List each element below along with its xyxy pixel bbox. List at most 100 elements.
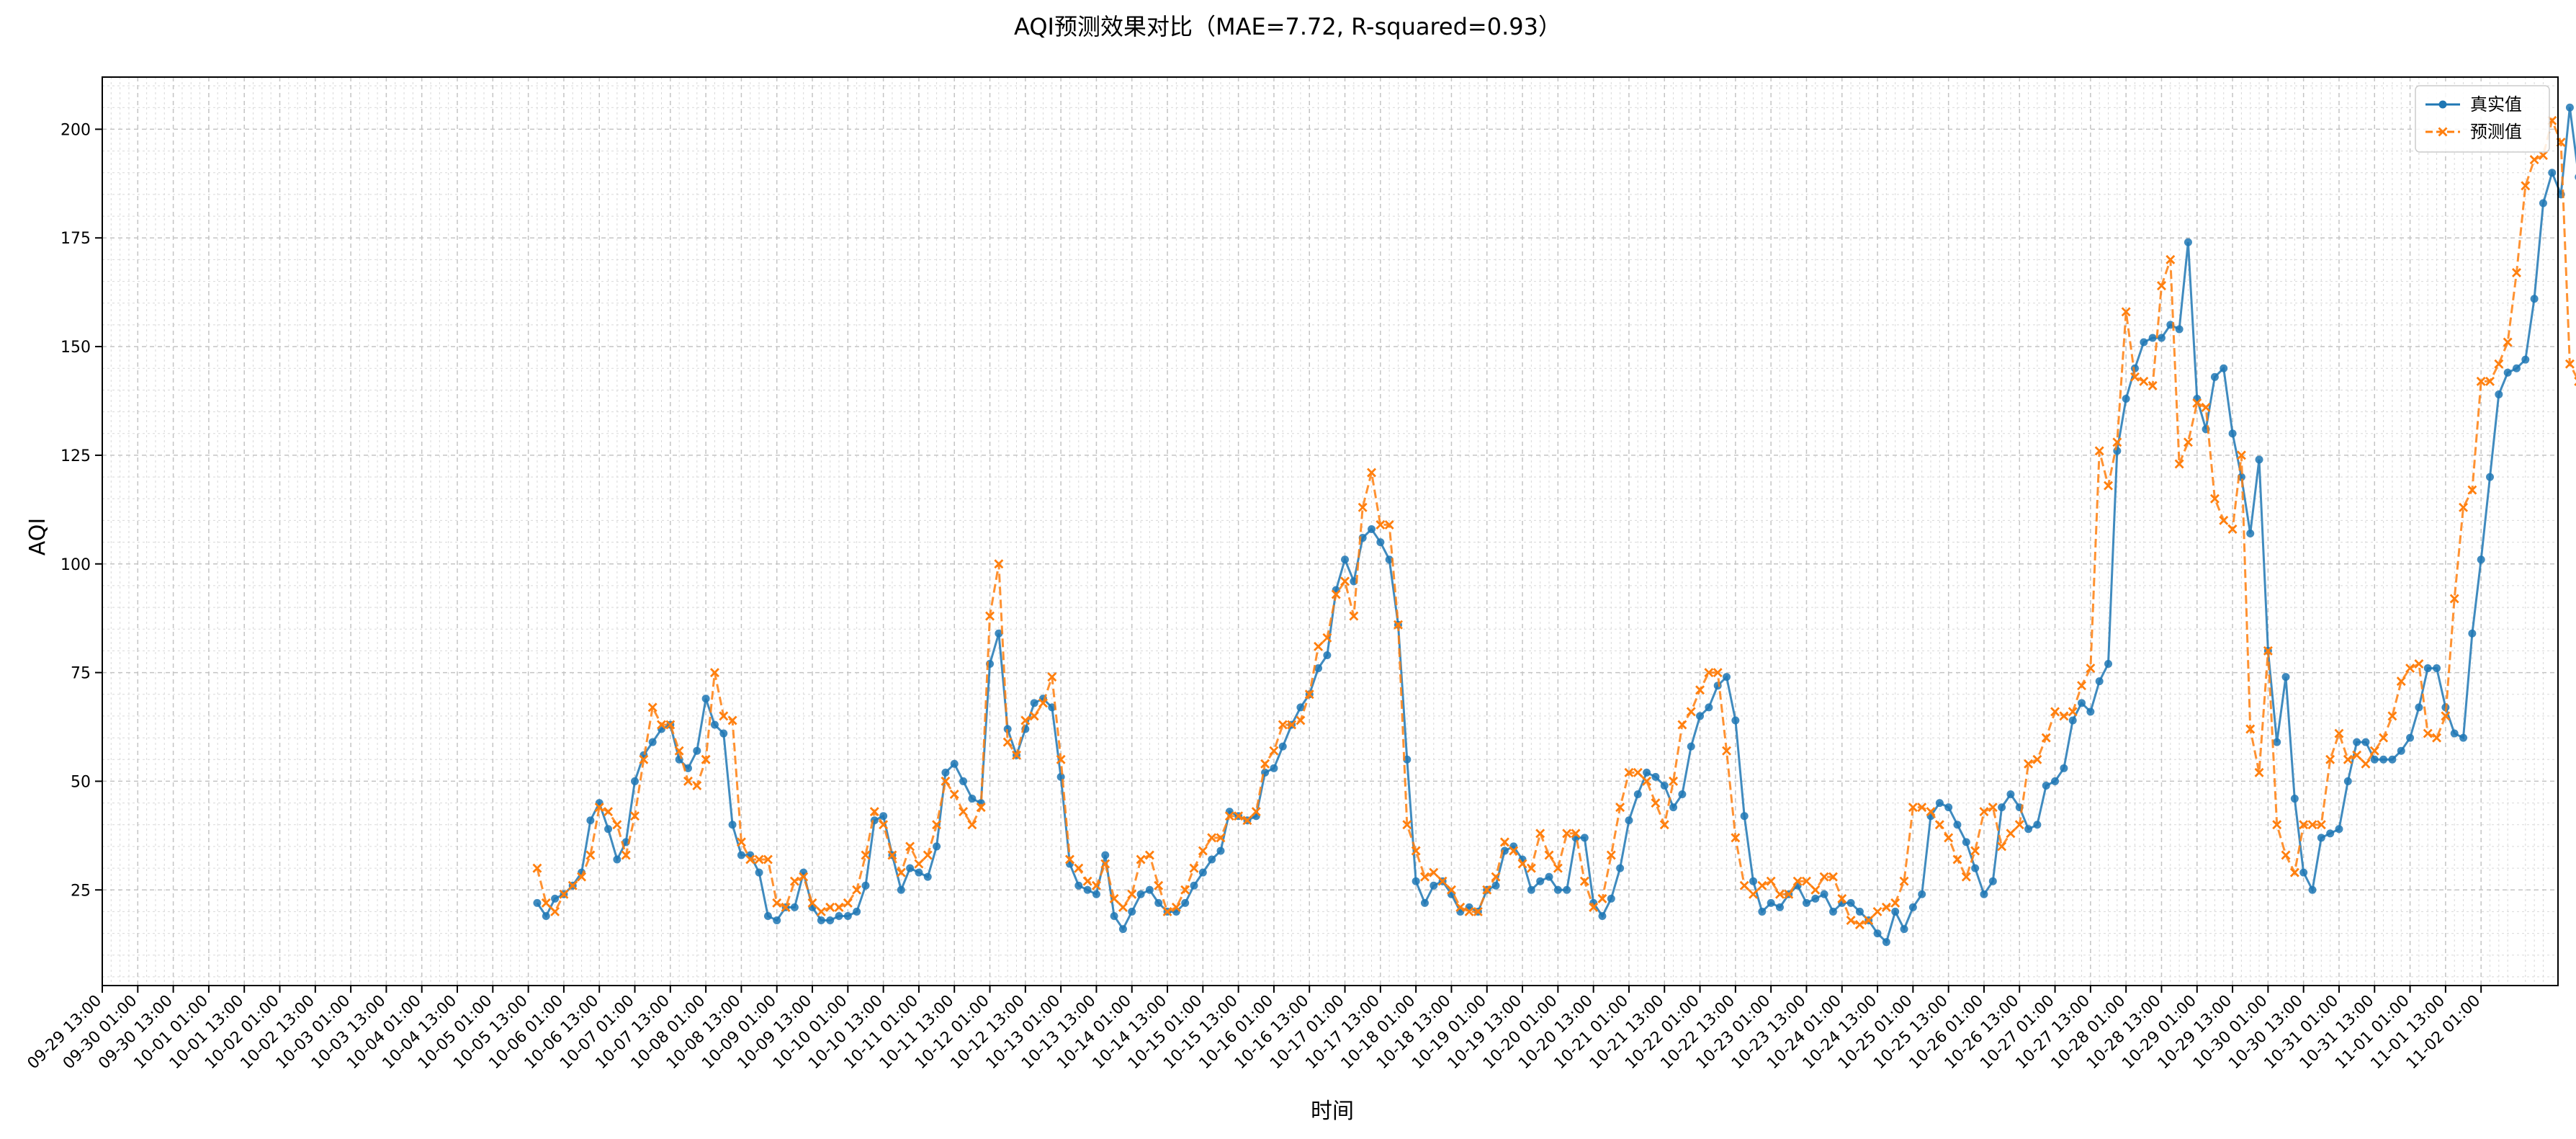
data-point-pred: [1455, 902, 1466, 912]
data-point-real: [2006, 790, 2015, 799]
data-point-real: [950, 759, 959, 768]
data-point-real: [2104, 660, 2113, 669]
data-point-real: [923, 872, 932, 881]
data-point-pred: [1038, 698, 1048, 708]
data-point-pred: [941, 776, 951, 786]
data-point-real: [1430, 881, 1438, 890]
y-tick-label: 50: [71, 773, 91, 791]
data-point-pred: [1846, 916, 1856, 925]
data-point-real: [1412, 877, 1420, 885]
data-point-real: [959, 777, 968, 785]
data-point-real: [1962, 838, 1970, 847]
data-point-pred: [1357, 502, 1368, 512]
data-point-pred: [754, 854, 764, 865]
data-point-pred: [1739, 880, 1749, 890]
data-point-pred: [2494, 359, 2504, 369]
data-point-pred: [1535, 828, 1545, 839]
data-point-real: [1128, 907, 1136, 916]
data-point-pred: [1118, 902, 1128, 912]
data-point-real: [710, 720, 719, 729]
data-point-pred: [630, 811, 640, 821]
data-point-real: [1553, 885, 1562, 894]
data-point-pred: [1970, 846, 1980, 856]
data-point-real: [1536, 877, 1545, 885]
data-point-pred: [2245, 724, 2256, 734]
data-point-pred: [639, 754, 649, 764]
data-point-real: [613, 855, 621, 864]
data-point-real: [2299, 868, 2308, 877]
data-point-pred: [1704, 668, 1714, 678]
data-point-pred: [2174, 459, 2184, 469]
data-point-pred: [825, 902, 835, 912]
data-point-real: [755, 868, 763, 877]
data-point-pred: [1304, 689, 1314, 700]
data-point-real: [1092, 890, 1100, 898]
data-point-pred: [1713, 668, 1723, 678]
data-point-pred: [2166, 254, 2176, 264]
data-point-pred: [745, 854, 755, 865]
data-point-pred: [1624, 767, 1634, 777]
data-point-pred: [2219, 515, 2229, 525]
data-point-pred: [1872, 906, 1882, 916]
data-point-real: [2281, 673, 2290, 682]
data-point-real: [2095, 677, 2104, 686]
data-point-pred: [869, 807, 879, 817]
data-point-pred: [2156, 281, 2166, 291]
data-point-pred: [799, 872, 809, 882]
data-point-pred: [1597, 893, 1607, 903]
data-point-real: [2068, 716, 2077, 725]
data-point-real: [2512, 364, 2521, 372]
data-point-pred: [1731, 833, 1741, 843]
data-point-real: [693, 746, 701, 755]
data-point-pred: [932, 820, 942, 830]
data-point-real: [1900, 925, 1908, 934]
data-point-pred: [781, 902, 791, 912]
data-point-pred: [2379, 733, 2389, 743]
data-point-pred: [1331, 589, 1341, 599]
data-point-real: [2078, 699, 2086, 707]
data-point-real: [2370, 755, 2379, 764]
data-point-pred: [1686, 707, 1696, 717]
data-point-real: [2157, 334, 2166, 342]
data-point-real: [2495, 390, 2503, 398]
data-point-pred: [2414, 659, 2424, 669]
data-point-real: [2539, 199, 2547, 207]
data-point-real: [1980, 890, 1988, 898]
data-point-pred: [2387, 711, 2397, 721]
data-point-pred: [2459, 502, 2469, 512]
data-point-pred: [1216, 833, 1226, 843]
data-point-pred: [976, 803, 986, 813]
data-point-pred: [2032, 754, 2042, 764]
data-point-pred: [719, 711, 729, 721]
data-point-real: [2042, 781, 2050, 790]
data-point-pred: [1854, 920, 1864, 930]
data-point-pred: [1287, 720, 1297, 730]
data-point-real: [631, 777, 639, 785]
data-point-real: [2290, 795, 2299, 803]
data-point-real: [1687, 742, 1695, 751]
data-point-real: [1846, 898, 1855, 907]
data-point-pred: [736, 837, 746, 847]
data-point-real: [1731, 716, 1740, 725]
data-point-pred: [1784, 889, 1794, 899]
data-point-real: [790, 903, 799, 911]
data-point-pred: [594, 803, 604, 813]
data-point-real: [2379, 755, 2388, 764]
data-point-pred: [2521, 181, 2531, 191]
data-point-pred: [701, 754, 711, 764]
data-point-pred: [959, 807, 969, 817]
data-point-pred: [1562, 828, 1572, 839]
data-point-real: [1971, 864, 1980, 872]
data-point-real: [1740, 812, 1749, 821]
data-point-pred: [1774, 889, 1785, 899]
data-point-pred: [2130, 372, 2140, 382]
data-point-pred: [1810, 885, 1821, 895]
data-point-real: [1758, 907, 1767, 916]
data-point-pred: [612, 820, 622, 830]
data-point-real: [2113, 447, 2122, 455]
data-point-real: [763, 911, 772, 920]
data-point-pred: [1162, 906, 1172, 916]
data-point-pred: [559, 889, 569, 899]
data-point-pred: [647, 702, 658, 713]
data-point-pred: [2289, 867, 2299, 877]
